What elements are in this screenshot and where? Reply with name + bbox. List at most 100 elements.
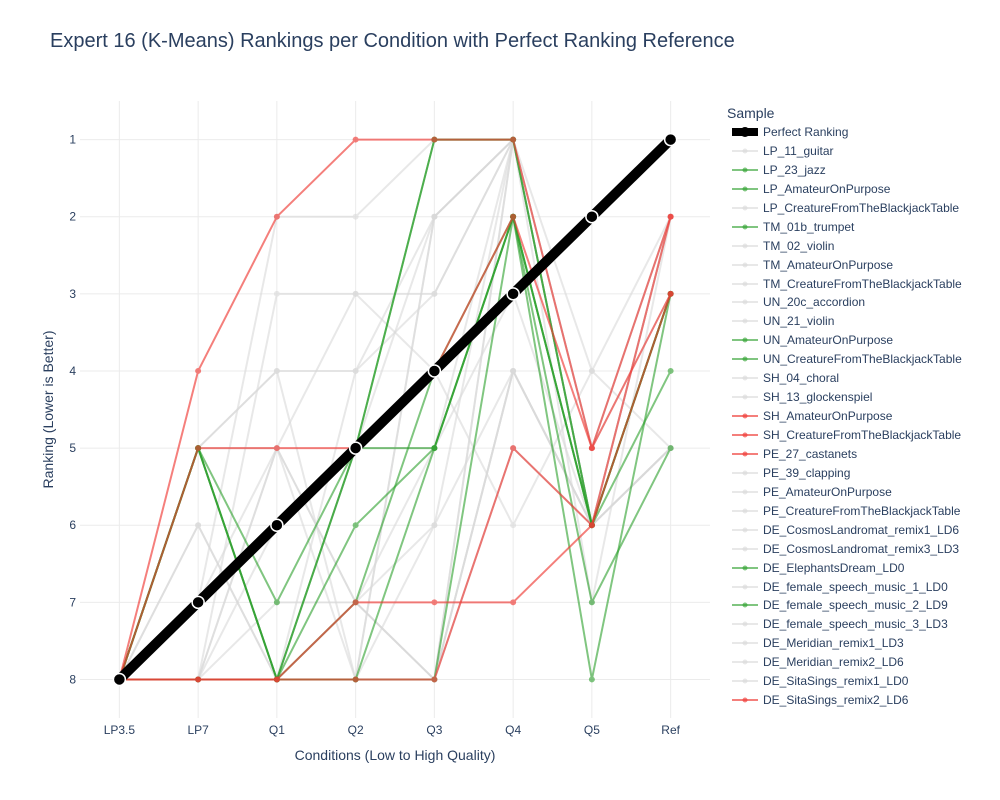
- legend-item[interactable]: TM_02_violin: [727, 237, 997, 256]
- legend-label: UN_20c_accordion: [763, 295, 866, 310]
- legend-swatch-marker: [742, 546, 748, 552]
- legend-swatch: [732, 375, 758, 381]
- data-point: [431, 136, 438, 143]
- legend-item[interactable]: UN_21_violin: [727, 312, 997, 331]
- legend-item[interactable]: SH_CreatureFromTheBlackjackTable: [727, 426, 997, 445]
- legend-swatch-marker: [742, 640, 748, 646]
- legend-label: PE_39_clapping: [763, 465, 851, 480]
- legend-label: LP_AmateurOnPurpose: [763, 181, 891, 196]
- legend-label: Perfect Ranking: [763, 125, 849, 139]
- legend-item[interactable]: SH_04_choral: [727, 369, 997, 388]
- legend-item[interactable]: TM_01b_trumpet: [727, 218, 997, 237]
- legend-swatch: [732, 356, 758, 362]
- data-point: [195, 367, 202, 374]
- legend-label: SH_AmateurOnPurpose: [763, 409, 893, 424]
- legend-item[interactable]: DE_SitaSings_remix1_LD0: [727, 672, 997, 691]
- legend-swatch: [732, 167, 758, 173]
- legend-item[interactable]: DE_female_speech_music_1_LD0: [727, 578, 997, 597]
- data-point: [352, 599, 359, 606]
- data-point: [273, 676, 280, 683]
- legend-swatch: [732, 299, 758, 305]
- legend-item[interactable]: LP_11_guitar: [727, 142, 997, 161]
- data-point: [667, 290, 674, 297]
- legend-label: TM_01b_trumpet: [763, 219, 855, 234]
- legend-label: DE_Meridian_remix2_LD6: [763, 655, 904, 670]
- x-axis-title: Conditions (Low to High Quality): [295, 747, 496, 763]
- data-point: [431, 445, 438, 452]
- legend-item[interactable]: UN_AmateurOnPurpose: [727, 331, 997, 350]
- legend-swatch: [732, 584, 758, 589]
- data-point: [510, 136, 517, 143]
- legend-item[interactable]: DE_Meridian_remix1_LD3: [727, 634, 997, 653]
- legend-item[interactable]: LP_CreatureFromTheBlackjackTable: [727, 199, 997, 218]
- legend-item[interactable]: DE_female_speech_music_3_LD3: [727, 615, 997, 634]
- legend-item[interactable]: SH_AmateurOnPurpose: [727, 407, 997, 426]
- legend-item[interactable]: TM_AmateurOnPurpose: [727, 256, 997, 275]
- legend-item[interactable]: LP_AmateurOnPurpose: [727, 180, 997, 199]
- data-point: [431, 290, 438, 297]
- legend-swatch: [732, 489, 758, 495]
- axes: LP3.5 LP7 Q1 Q2 Q3 Q4 Q5 Ref 1 2 3 4 5 6 7 8 Conditions …: [40, 133, 681, 763]
- y-tick-label: 3: [69, 287, 76, 301]
- legend-swatch-marker: [742, 167, 748, 173]
- series-lines: [112, 132, 678, 687]
- data-point: [273, 290, 280, 297]
- legend-item[interactable]: PE_27_castanets: [727, 445, 997, 464]
- legend-swatch-marker: [742, 470, 748, 476]
- legend-item[interactable]: PE_CreatureFromTheBlackjackTable: [727, 502, 997, 521]
- legend-swatch-marker: [742, 186, 748, 192]
- series-line: [114, 134, 676, 685]
- legend-item[interactable]: DE_ElephantsDream_LD0: [727, 559, 997, 578]
- legend-label: DE_CosmosLandromat_remix1_LD6: [763, 522, 960, 537]
- data-point: [352, 676, 359, 683]
- data-point: [352, 290, 359, 297]
- legend-label: DE_Meridian_remix1_LD3: [763, 636, 904, 651]
- data-point: [112, 672, 127, 687]
- legend-swatch: [732, 262, 758, 268]
- x-tick-label: Q3: [426, 723, 442, 737]
- legend-label: TM_02_violin: [763, 238, 835, 253]
- legend-item[interactable]: DE_Meridian_remix2_LD6: [727, 653, 997, 672]
- data-point: [588, 445, 595, 452]
- x-tick-label: Q1: [269, 723, 285, 737]
- legend-swatch-marker: [742, 508, 748, 514]
- series-Perfect Ranking: [112, 132, 678, 687]
- legend-item[interactable]: LP_23_jazz: [727, 161, 997, 180]
- legend-swatch-marker: [742, 205, 748, 211]
- legend-item[interactable]: DE_SitaSings_remix2_LD6: [727, 691, 997, 710]
- data-point: [585, 209, 599, 224]
- legend-item[interactable]: PE_AmateurOnPurpose: [727, 483, 997, 502]
- legend-label: PE_27_castanets: [763, 446, 858, 461]
- legend-swatch: [732, 281, 758, 286]
- data-point: [431, 599, 438, 606]
- legend-swatch: [732, 413, 758, 419]
- legend-item[interactable]: DE_CosmosLandromat_remix1_LD6: [727, 521, 997, 540]
- legend-item[interactable]: UN_CreatureFromTheBlackjackTable: [727, 350, 997, 369]
- legend-swatch: [732, 508, 758, 514]
- legend-item[interactable]: Perfect Ranking: [727, 123, 997, 142]
- legend-label: PE_AmateurOnPurpose: [763, 484, 892, 499]
- legend-swatch: [732, 678, 758, 684]
- legend-item[interactable]: UN_20c_accordion: [727, 293, 997, 312]
- data-point: [195, 522, 202, 529]
- legend-item[interactable]: TM_CreatureFromTheBlackjackTable: [727, 275, 997, 294]
- y-tick-label: 8: [69, 672, 76, 686]
- legend-swatch: [732, 224, 758, 230]
- legend-label: TM_CreatureFromTheBlackjackTable: [763, 276, 962, 291]
- legend-swatch-marker: [742, 224, 748, 230]
- legend-item[interactable]: PE_39_clapping: [727, 464, 997, 483]
- legend-swatch: [732, 451, 758, 457]
- legend-item[interactable]: SH_13_glockenspiel: [727, 388, 997, 407]
- data-point: [348, 441, 363, 455]
- legend-item[interactable]: DE_CosmosLandromat_remix3_LD3: [727, 540, 997, 559]
- legend-item[interactable]: DE_female_speech_music_2_LD9: [727, 596, 997, 615]
- x-tick-label: Q4: [505, 723, 521, 737]
- y-tick-label: 6: [69, 518, 76, 532]
- legend-label: TM_AmateurOnPurpose: [763, 257, 894, 272]
- legend-swatch: [732, 565, 758, 571]
- data-point: [663, 132, 678, 147]
- legend-swatch: [732, 659, 758, 665]
- data-point: [667, 445, 674, 452]
- data-point: [352, 213, 359, 220]
- legend-swatch-marker: [742, 602, 748, 608]
